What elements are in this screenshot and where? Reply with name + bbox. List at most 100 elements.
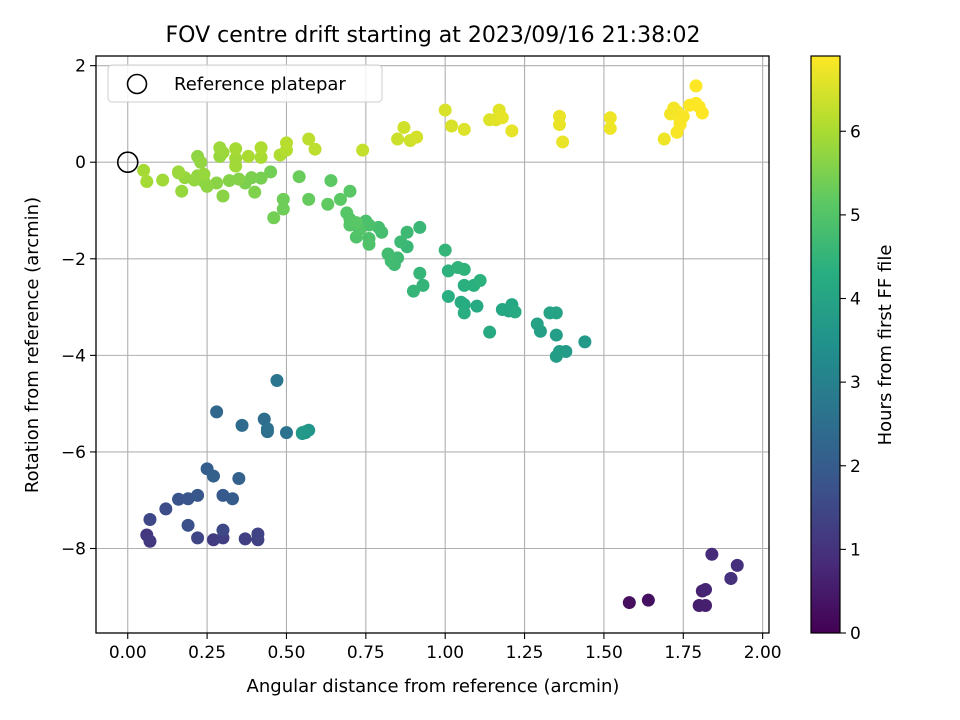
y-axis-ticks: 2 0 −2 −4 −6 −8 (61, 57, 96, 560)
scatter-point (276, 192, 290, 206)
scatter-point (175, 184, 189, 198)
scatter-point (622, 596, 636, 610)
scatter-point (724, 571, 738, 585)
scatter-point (276, 202, 290, 216)
scatter-point (210, 405, 224, 419)
scatter-point (216, 523, 230, 537)
scatter-point (397, 120, 411, 134)
scatter-point (254, 150, 268, 164)
scatter-point (137, 163, 151, 177)
scatter-point (222, 174, 236, 188)
scatter-point (356, 143, 370, 157)
scatter-point (730, 558, 744, 572)
scatter-point (232, 471, 246, 485)
scatter-point (267, 211, 281, 225)
scatter-point (302, 132, 316, 146)
scatter-point (641, 593, 655, 607)
x-axis-ticks: 0.00 0.25 0.50 0.75 1.00 1.25 1.50 1.75 2.00 (109, 633, 782, 663)
scatter-point (254, 141, 268, 155)
scatter-point (216, 146, 230, 160)
scatter-point (457, 306, 471, 320)
scatter-point (705, 547, 719, 561)
scatter-point (413, 220, 427, 234)
scatter-point (657, 132, 671, 146)
scatter-point (324, 174, 338, 188)
colorbar-tick-label: 6 (850, 122, 861, 142)
colorbar-label: Hours from first FF file (875, 245, 896, 446)
scatter-point (391, 132, 405, 146)
x-tick-label: 1.75 (664, 643, 702, 663)
y-tick-label: −4 (61, 346, 86, 366)
reference-point-marker (116, 151, 139, 174)
scatter-point (143, 534, 157, 548)
scatter-point (508, 305, 522, 319)
scatter-point (549, 328, 563, 342)
scatter-point (229, 159, 243, 173)
scatter-point (413, 266, 427, 280)
scatter-point (406, 284, 420, 298)
scatter-point (260, 422, 274, 436)
chart-title: FOV centre drift starting at 2023/09/16 … (166, 23, 701, 48)
scatter-point (457, 278, 471, 292)
x-tick-label: 0.25 (188, 643, 226, 663)
scatter-point (321, 197, 335, 211)
scatter-point (552, 345, 566, 359)
scatter-point (279, 426, 293, 440)
scatter-point (308, 142, 322, 156)
scatter-point (438, 243, 452, 257)
scatter-point (181, 518, 195, 532)
y-tick-label: −8 (61, 540, 86, 560)
scatter-point (603, 111, 617, 125)
scatter-point (699, 598, 713, 612)
scatter-point (457, 262, 471, 276)
scatter-point (438, 103, 452, 117)
scatter-point (343, 184, 357, 198)
scatter-point (191, 531, 205, 545)
scatter-point (416, 278, 430, 292)
scatter-point (172, 492, 186, 506)
scatter-point (400, 225, 414, 239)
plot-frame (95, 55, 770, 634)
scatter-point (194, 155, 208, 169)
scatter-point (483, 325, 497, 339)
scatter-point (549, 306, 563, 320)
scatter-point (362, 237, 376, 251)
colorbar-tick-label: 1 (850, 540, 861, 560)
scatter-point (292, 170, 306, 184)
scatter-points (137, 79, 744, 612)
scatter-point (302, 192, 316, 206)
colorbar (810, 55, 841, 634)
scatter-point (699, 583, 713, 597)
scatter-point (470, 299, 484, 313)
colorbar-ticks: 0 1 2 3 4 5 6 (840, 122, 861, 644)
scatter-point (241, 149, 255, 163)
scatter-point (254, 171, 268, 185)
scatter-point (454, 295, 468, 309)
scatter-point (673, 118, 687, 132)
scatter-point (279, 136, 293, 150)
scatter-point (556, 135, 570, 149)
scatter-point (156, 173, 170, 187)
scatter-point (340, 206, 354, 220)
scatter-point (264, 165, 278, 179)
scatter-point (445, 119, 459, 133)
scatter-point (530, 317, 544, 331)
scatter-point (270, 373, 284, 387)
x-tick-label: 1.00 (426, 643, 464, 663)
scatter-point (505, 124, 519, 138)
colorbar-tick-label: 3 (850, 373, 861, 393)
x-tick-label: 1.50 (585, 643, 623, 663)
scatter-point (197, 167, 211, 181)
scatter-point (248, 185, 262, 199)
scatter-point (232, 172, 246, 186)
scatter-point (457, 122, 471, 136)
x-tick-label: 0.00 (109, 643, 147, 663)
x-tick-label: 0.75 (347, 643, 385, 663)
scatter-point (349, 216, 363, 230)
scatter-point (578, 335, 592, 349)
scatter-point (473, 274, 487, 288)
scatter-point (159, 502, 173, 516)
scatter-point (235, 418, 249, 432)
scatter-point (172, 166, 186, 180)
